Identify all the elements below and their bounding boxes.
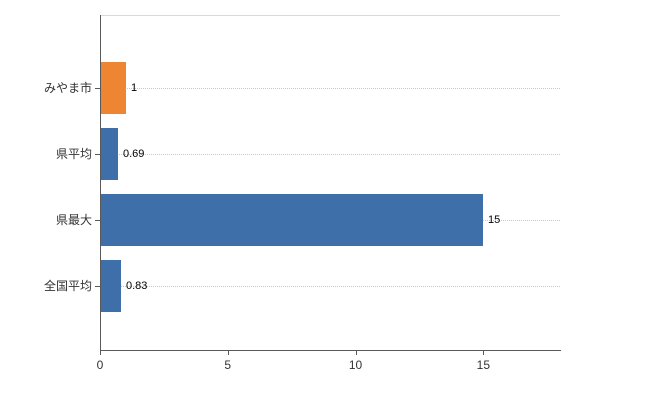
y-axis-line (100, 15, 101, 350)
y-axis-label: 県平均 (55, 147, 92, 161)
y-axis-tick (95, 220, 100, 221)
y-axis-tick (95, 88, 100, 89)
bar-3 (100, 260, 121, 312)
gridline (100, 154, 560, 155)
x-axis-tick-label: 5 (224, 358, 232, 372)
value-label: 1 (131, 82, 138, 94)
bar-0 (100, 62, 126, 114)
x-axis-tick (227, 350, 229, 355)
plot-top-border (100, 15, 560, 16)
bar-1 (100, 128, 118, 180)
plot-area: 1 0.69 15 0.83 (100, 15, 560, 350)
x-axis-tick-label: 15 (476, 358, 491, 372)
x-axis-tick-label: 0 (96, 358, 104, 372)
gridline (100, 286, 560, 287)
y-axis-label: 全国平均 (43, 279, 92, 293)
y-axis-label: みやま市 (43, 81, 92, 95)
x-axis-tick-label: 10 (348, 358, 363, 372)
x-axis-line (100, 350, 561, 351)
bar-2 (100, 194, 483, 246)
x-axis-tick (355, 350, 357, 355)
y-axis-label: 県最大 (55, 213, 92, 227)
y-axis-tick (95, 286, 100, 287)
value-label: 0.69 (123, 148, 145, 160)
y-axis-tick (95, 154, 100, 155)
value-label: 15 (488, 214, 501, 226)
x-axis-tick (100, 350, 101, 355)
gridline (100, 88, 560, 89)
x-axis-tick (483, 350, 485, 355)
value-label: 0.83 (126, 280, 148, 292)
